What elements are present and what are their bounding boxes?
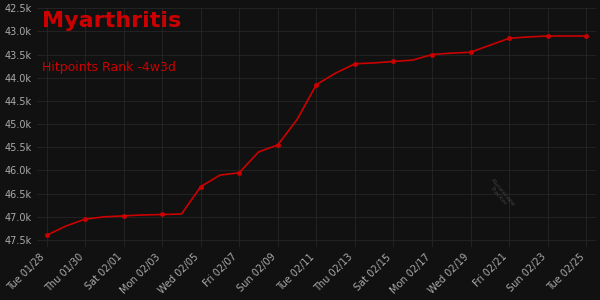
- Text: Myarthritis: Myarthritis: [43, 11, 182, 31]
- Text: Runescape
Tracker: Runescape Tracker: [485, 178, 516, 211]
- Text: Hitpoints Rank -4w3d: Hitpoints Rank -4w3d: [43, 61, 176, 74]
